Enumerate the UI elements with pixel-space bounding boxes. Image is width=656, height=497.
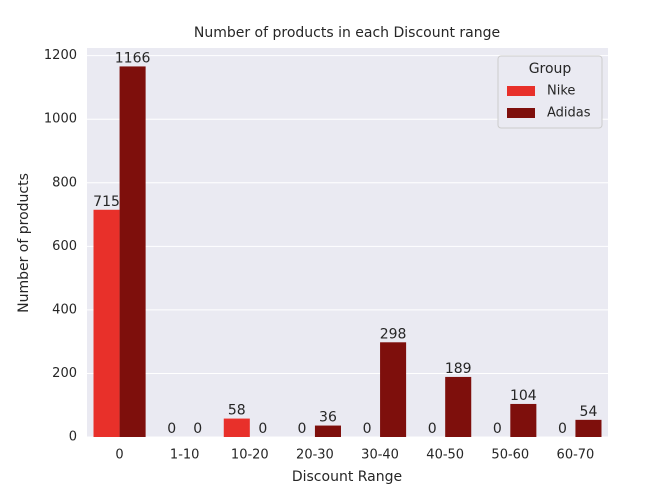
value-label: 1166: [115, 50, 151, 66]
bar: [445, 376, 472, 437]
value-label: 58: [228, 403, 246, 419]
y-axis-label: Number of products: [16, 173, 32, 313]
y-tick-label: 600: [52, 239, 77, 254]
legend-label: Nike: [547, 84, 575, 99]
x-tick-label: 20-30: [296, 448, 334, 463]
value-label: 0: [428, 421, 437, 437]
x-tick-label: 0: [115, 448, 123, 463]
value-label: 0: [297, 421, 306, 437]
bar: [380, 342, 407, 437]
bar: [119, 66, 146, 437]
bar: [510, 403, 537, 437]
value-label: 0: [493, 421, 502, 437]
x-tick-label: 60-70: [557, 448, 595, 463]
value-label: 0: [167, 421, 176, 437]
bars: 715 1166 0 0 58 0 0 36 0 298 0 189 0 104 0 54: [93, 50, 602, 437]
legend-swatch: [507, 108, 535, 118]
y-tick-label: 1200: [44, 48, 77, 63]
bar: [314, 425, 341, 437]
y-tick-label: 0: [69, 430, 77, 445]
legend-title: Group: [529, 61, 572, 77]
chart-title: Number of products in each Discount rang…: [194, 25, 500, 41]
x-tick-label: 40-50: [426, 448, 464, 463]
value-label: 54: [580, 404, 598, 420]
value-label: 0: [193, 421, 202, 437]
legend: Group Nike Adidas: [497, 55, 603, 129]
y-tick-label: 200: [52, 366, 77, 381]
y-tick-label: 800: [52, 175, 77, 190]
value-label: 104: [510, 388, 537, 404]
x-axis-label: Discount Range: [292, 469, 402, 485]
bar: [93, 209, 120, 437]
y-tick-label: 1000: [44, 112, 77, 127]
value-label: 0: [558, 421, 567, 437]
value-label: 0: [258, 421, 267, 437]
value-label: 189: [445, 361, 472, 377]
x-tick-label: 10-20: [231, 448, 269, 463]
legend-label: Adidas: [547, 106, 591, 121]
y-tick-label: 400: [52, 302, 77, 317]
bar: [223, 418, 250, 437]
value-label: 715: [93, 194, 120, 210]
x-tick-label: 1-10: [170, 448, 200, 463]
x-tick-label: 30-40: [361, 448, 399, 463]
value-label: 36: [319, 410, 337, 426]
value-label: 0: [363, 421, 372, 437]
legend-swatch: [507, 86, 535, 96]
bar: [575, 419, 602, 437]
x-tick-label: 50-60: [491, 448, 529, 463]
value-label: 298: [380, 326, 407, 342]
